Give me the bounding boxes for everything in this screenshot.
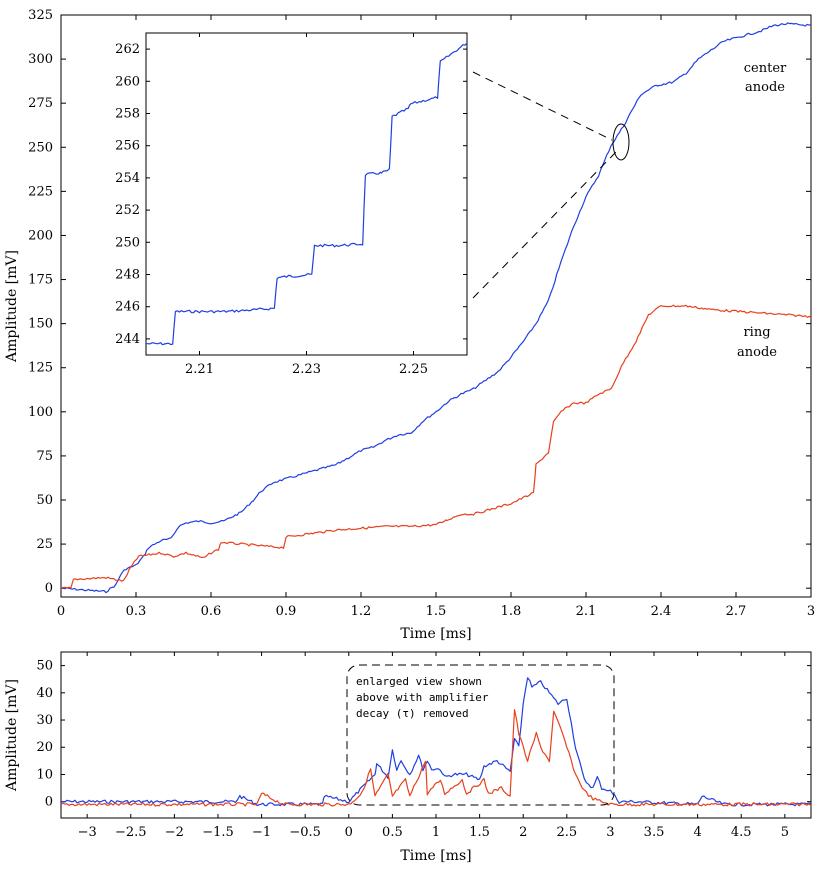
inset-y-tick-label: 246	[115, 300, 140, 315]
bottom-series	[60, 677, 812, 807]
main-x-axis-label: Time [ms]	[400, 626, 471, 642]
main-y-tick-label: 250	[28, 140, 53, 155]
inset-x-tick-label: 2.21	[185, 362, 214, 377]
main-x-tick-label: 1.2	[351, 604, 372, 619]
enlarged-region-box	[346, 664, 615, 806]
bottom-x-tick-label: −1.5	[202, 825, 234, 840]
enlarged-note-line3: decay (τ) removed	[356, 707, 469, 720]
inset-x-tick-label: 2.23	[292, 362, 321, 377]
main-y-tick-label: 325	[28, 8, 53, 23]
main-y-tick-label: 125	[28, 361, 53, 376]
zoom-connector-bottom	[472, 149, 619, 299]
main-y-tick-label: 150	[28, 317, 53, 332]
main-ticks: 0 0.3 0.6 0.9 1.2 1.5 1.8 2.1 2.4 2.7 3 0 25 50 75 100 1…	[28, 8, 815, 619]
bottom-x-tick-label: 1.5	[469, 825, 490, 840]
bottom-x-tick-label: 4.5	[731, 825, 752, 840]
inset-y-tick-label: 258	[115, 107, 140, 122]
ring-anode-label-line1: ring	[743, 325, 770, 340]
bottom-y-tick-label: 20	[36, 740, 53, 755]
inset-y-tick-label: 250	[115, 235, 140, 250]
bottom-x-tick-label: 0	[345, 825, 353, 840]
ring-anode-label-line2: anode	[737, 345, 777, 360]
main-series	[60, 22, 812, 594]
main-y-tick-label: 300	[28, 52, 53, 67]
bottom-ticks: −3 −2.5 −2 −1.5 −1 −0.5 0 0.5 1 1.5 2 2.5 3 3.5 4 4.5 50…	[36, 652, 811, 840]
bottom-x-tick-label: 3.5	[644, 825, 665, 840]
main-y-tick-label: 275	[28, 96, 53, 111]
inset-x-tick-label: 2.25	[399, 362, 428, 377]
bottom-x-tick-label: 3	[606, 825, 614, 840]
main-y-tick-label: 25	[36, 537, 53, 552]
main-y-tick-label: 100	[28, 405, 53, 420]
main-chart: 0 0.3 0.6 0.9 1.2 1.5 1.8 2.1 2.4 2.7 3 0 25 50 75 100 1…	[4, 8, 815, 642]
enlarged-note-line1: enlarged view shown	[356, 675, 482, 688]
inset-series-center-anode-zoom-	[146, 42, 468, 346]
inset-y-tick-label: 254	[115, 171, 140, 186]
main-x-tick-label: 1.5	[426, 604, 447, 619]
bottom-y-tick-label: 0	[45, 795, 53, 810]
inset-ticks: 2.21 2.23 2.25 244 246 248 250 252 254 256 258 260 2…	[115, 33, 467, 377]
main-y-tick-label: 75	[36, 449, 53, 464]
main-y-tick-label: 225	[28, 184, 53, 199]
main-x-tick-label: 2.1	[576, 604, 597, 619]
bottom-x-tick-label: −0.5	[289, 825, 321, 840]
main-y-tick-label: 175	[28, 273, 53, 288]
main-y-tick-label: 50	[36, 493, 53, 508]
zoom-connector-top	[472, 71, 613, 141]
bottom-x-tick-label: 5	[781, 825, 789, 840]
bottom-x-tick-label: −2	[165, 825, 184, 840]
center-anode-label-line1: center	[744, 61, 787, 76]
inset-y-tick-label: 248	[115, 268, 140, 283]
bottom-x-tick-label: 2	[519, 825, 527, 840]
center-anode-label-line2: anode	[745, 80, 785, 95]
main-x-tick-label: 3	[807, 604, 815, 619]
main-y-tick-label: 200	[28, 228, 53, 243]
bottom-y-tick-label: 40	[36, 686, 53, 701]
inset-y-tick-label: 244	[115, 332, 140, 347]
bottom-y-axis-label: Amplitude [mV]	[4, 679, 20, 792]
inset-y-tick-label: 256	[115, 139, 140, 154]
inset-series	[146, 42, 468, 346]
main-x-tick-label: 0.3	[126, 604, 147, 619]
bottom-x-tick-label: 4	[693, 825, 701, 840]
enlarged-note-line2: above with amplifier	[356, 691, 489, 704]
main-x-tick-label: 2.7	[726, 604, 747, 619]
inset-background	[145, 32, 468, 356]
inset-chart: 2.21 2.23 2.25 244 246 248 250 252 254 256 258 260 2…	[115, 32, 468, 377]
main-x-tick-label: 1.8	[501, 604, 522, 619]
main-series-ring-anode	[60, 304, 812, 589]
main-x-tick-label: 0	[57, 604, 65, 619]
bottom-y-tick-label: 30	[36, 713, 53, 728]
bottom-y-tick-label: 50	[36, 659, 53, 674]
bottom-x-tick-label: −3	[78, 825, 97, 840]
main-x-tick-label: 2.4	[651, 604, 672, 619]
inset-y-tick-label: 252	[115, 203, 140, 218]
bottom-x-axis-label: Time [ms]	[400, 848, 471, 864]
bottom-x-tick-label: −2.5	[115, 825, 147, 840]
bottom-x-tick-label: 1	[432, 825, 440, 840]
inset-y-tick-label: 260	[115, 74, 140, 89]
bottom-series-ring-anode	[60, 709, 812, 807]
main-y-axis-label: Amplitude [mV]	[4, 250, 20, 363]
bottom-x-tick-label: −1	[252, 825, 271, 840]
zoom-region-ellipse	[612, 123, 630, 161]
main-x-tick-label: 0.6	[201, 604, 222, 619]
main-series-center-anode	[60, 22, 812, 594]
bottom-x-tick-label: 2.5	[556, 825, 577, 840]
bottom-x-tick-label: 0.5	[382, 825, 403, 840]
main-x-tick-label: 0.9	[276, 604, 297, 619]
inset-y-tick-label: 262	[115, 42, 140, 57]
bottom-y-tick-label: 10	[36, 767, 53, 782]
bottom-chart: −3 −2.5 −2 −1.5 −1 −0.5 0 0.5 1 1.5 2 2.5 3 3.5 4 4.5 50…	[4, 651, 812, 864]
main-y-tick-label: 0	[45, 581, 53, 596]
